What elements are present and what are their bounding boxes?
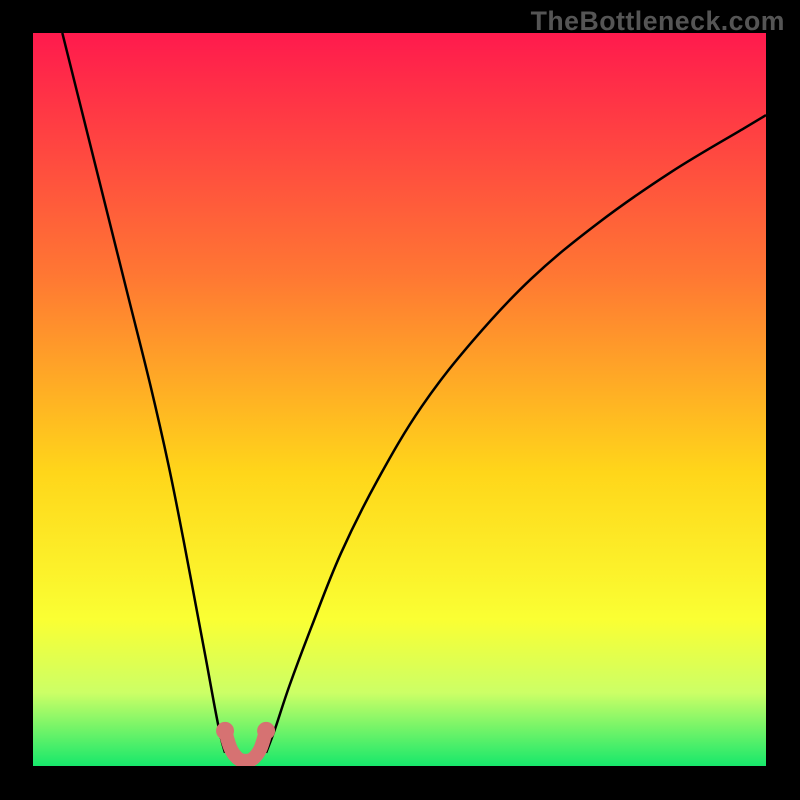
curve-layer	[33, 33, 766, 766]
watermark-text: TheBottleneck.com	[531, 6, 785, 37]
trough-highlight	[225, 731, 266, 761]
curve-right-branch	[266, 115, 766, 753]
chart-canvas: TheBottleneck.com	[0, 0, 800, 800]
curve-left-branch	[62, 33, 225, 753]
trough-endpoint-right	[257, 722, 275, 740]
trough-endpoint-left	[216, 722, 234, 740]
plot-area	[33, 33, 766, 766]
